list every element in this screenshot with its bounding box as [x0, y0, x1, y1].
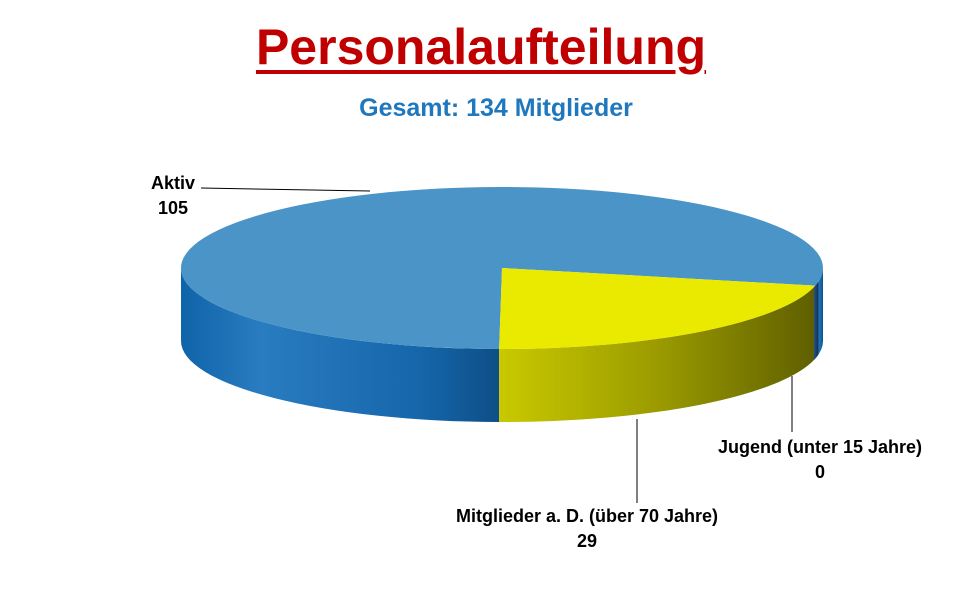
leader-line-aktiv: [200, 187, 371, 192]
pie-side-edge-jugend: [813, 281, 819, 361]
chart-subtitle: Gesamt: 134 Mitglieder: [359, 94, 633, 122]
label-aktiv-value: 105: [158, 198, 188, 218]
label-mitglieder-value: 29: [577, 531, 597, 551]
label-aktiv-name: Aktiv: [151, 173, 195, 193]
pie-slice-mitglieder: [499, 268, 816, 349]
label-jugend-value: 0: [815, 462, 825, 482]
pie-slice-aktiv: [180, 186, 823, 349]
pie-tops: [180, 186, 823, 349]
chart-title: Personalaufteilung: [255, 19, 707, 75]
label-jugend-name: Jugend (unter 15 Jahre): [718, 437, 922, 457]
pie-side-0: [180, 268, 500, 422]
pie-sides: [180, 268, 823, 422]
label-mitglieder-name: Mitglieder a. D. (über 70 Jahre): [456, 506, 718, 526]
pie-side-1: [499, 285, 816, 422]
